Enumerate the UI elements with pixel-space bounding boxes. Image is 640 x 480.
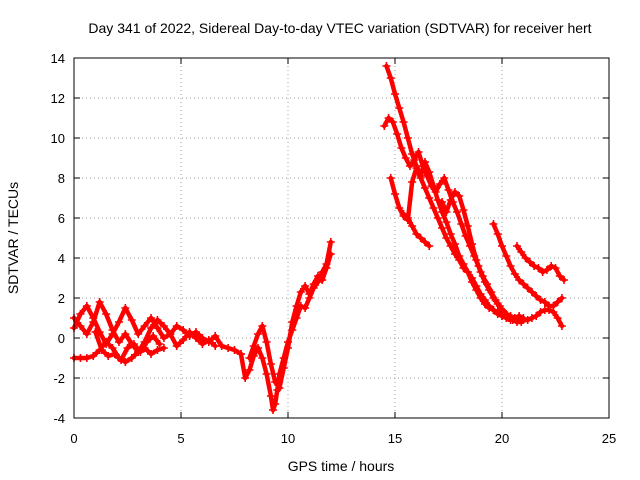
series-segment xyxy=(206,337,218,349)
series-track-e xyxy=(236,238,335,414)
series-track-k xyxy=(438,188,566,330)
series-segment xyxy=(103,311,115,333)
series-segment xyxy=(91,299,102,325)
data-point xyxy=(425,242,434,250)
series-segment xyxy=(118,345,130,363)
y-tick-label: 14 xyxy=(51,51,65,66)
series-segment xyxy=(405,179,415,223)
series-track-l xyxy=(489,220,566,310)
series-segment xyxy=(84,319,96,337)
data-point xyxy=(326,250,335,258)
y-tick-label: 2 xyxy=(58,291,65,306)
data-point xyxy=(326,238,335,246)
y-tick-label: -4 xyxy=(53,411,65,426)
series-track-d xyxy=(91,328,164,364)
series-track-j xyxy=(399,210,434,250)
x-tick-label: 25 xyxy=(602,431,616,446)
x-tick-label: 5 xyxy=(177,431,184,446)
x-tick-label: 0 xyxy=(70,431,77,446)
y-tick-label: 0 xyxy=(58,331,65,346)
data-point xyxy=(560,276,569,284)
y-axis-label: SDTVAR / TECUs xyxy=(5,182,21,294)
y-tick-label: -2 xyxy=(53,371,65,386)
grid xyxy=(74,58,609,418)
data-point xyxy=(557,294,566,302)
series-track-m xyxy=(512,242,569,284)
y-tick-label: 8 xyxy=(58,171,65,186)
x-tick-label: 10 xyxy=(281,431,295,446)
series-segment xyxy=(150,333,162,347)
series-segment xyxy=(84,303,96,321)
y-tick-label: 6 xyxy=(58,211,65,226)
series-segment xyxy=(93,329,105,353)
series-segment xyxy=(142,325,154,345)
series-segment xyxy=(97,299,109,317)
y-tick-label: 12 xyxy=(51,91,65,106)
plot-frame xyxy=(73,57,610,419)
series-track-b xyxy=(70,298,220,356)
y-tick-label: 10 xyxy=(51,131,65,146)
series-segment xyxy=(285,319,295,351)
axis-ticks: 0 5 10 15 20 25 -4 -2 0 2 4 6 8 10 12 14 xyxy=(51,51,617,446)
chart-title: Day 341 of 2022, Sidereal Day-to-day VTE… xyxy=(88,20,591,36)
series-track-i xyxy=(386,164,528,324)
series-track-f xyxy=(245,250,335,392)
x-tick-label: 15 xyxy=(388,431,402,446)
data-point xyxy=(211,342,220,350)
y-tick-label: 4 xyxy=(58,251,65,266)
series-track-h xyxy=(380,114,526,326)
x-tick-label: 20 xyxy=(495,431,509,446)
data-point xyxy=(159,344,168,352)
series-segment xyxy=(129,317,141,337)
series-segment xyxy=(123,305,135,323)
x-axis-label: GPS time / hours xyxy=(288,458,395,474)
data-point xyxy=(155,340,164,348)
data-series xyxy=(70,62,569,414)
data-point xyxy=(557,322,566,330)
